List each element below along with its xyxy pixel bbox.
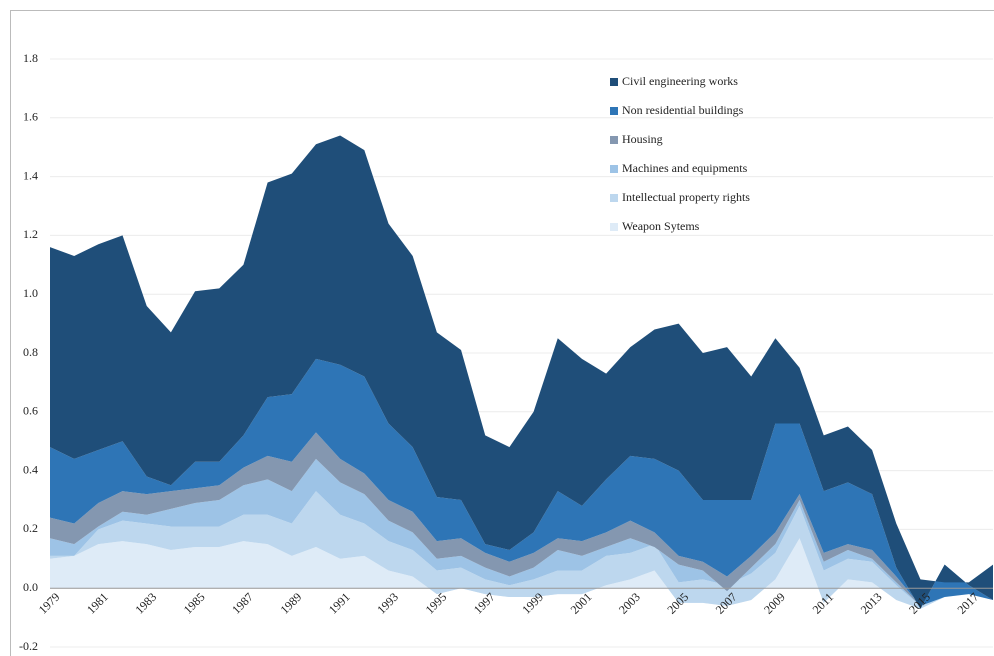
area: [50, 432, 993, 606]
y-tick-label: 1.4: [23, 168, 38, 182]
x-tick-label: 1987: [229, 590, 256, 617]
y-tick-label: 1.6: [23, 110, 38, 124]
y-tick-label: 0.6: [23, 404, 38, 418]
y-tick-label: 0.4: [23, 462, 38, 476]
x-tick-label: 2013: [858, 590, 885, 617]
legend-swatch: [610, 136, 618, 144]
legend-label: Intellectual property rights: [622, 190, 750, 204]
x-tick-label: 1979: [36, 590, 63, 617]
x-tick-label: 2003: [616, 590, 643, 617]
legend-swatch: [610, 194, 618, 202]
x-tick-label: 1989: [277, 590, 304, 617]
legend-label: Machines and equipments: [622, 161, 748, 175]
x-tick-label: 1981: [84, 590, 111, 617]
x-tick-label: 2009: [761, 590, 788, 617]
x-tick-label: 1993: [374, 590, 401, 617]
x-tick-label: 1991: [326, 590, 353, 617]
legend-swatch: [610, 78, 618, 86]
legend-label: Housing: [622, 132, 663, 146]
area: [50, 358, 993, 609]
area: [50, 135, 993, 609]
legend-swatch: [610, 165, 618, 173]
area: [50, 491, 993, 609]
legend-swatch: [610, 223, 618, 231]
x-tick-label: 1983: [132, 590, 159, 617]
x-tick-label: 1995: [423, 590, 450, 617]
legend-label: Weapon Sytems: [622, 219, 700, 233]
y-tick-label: 0.0: [23, 580, 38, 594]
area: [50, 458, 993, 606]
x-tick-label: 1985: [181, 590, 208, 617]
y-tick-label: 1.0: [23, 286, 38, 300]
legend-label: Civil engineering works: [622, 74, 738, 88]
y-tick-label: -0.2: [19, 639, 38, 653]
legend-swatch: [610, 107, 618, 115]
y-tick-label: 1.2: [23, 227, 38, 241]
chart-border: [10, 10, 994, 656]
y-tick-label: 0.2: [23, 521, 38, 535]
y-tick-label: 0.8: [23, 345, 38, 359]
y-tick-label: 1.8: [23, 51, 38, 65]
legend-label: Non residential buildings: [622, 103, 744, 117]
